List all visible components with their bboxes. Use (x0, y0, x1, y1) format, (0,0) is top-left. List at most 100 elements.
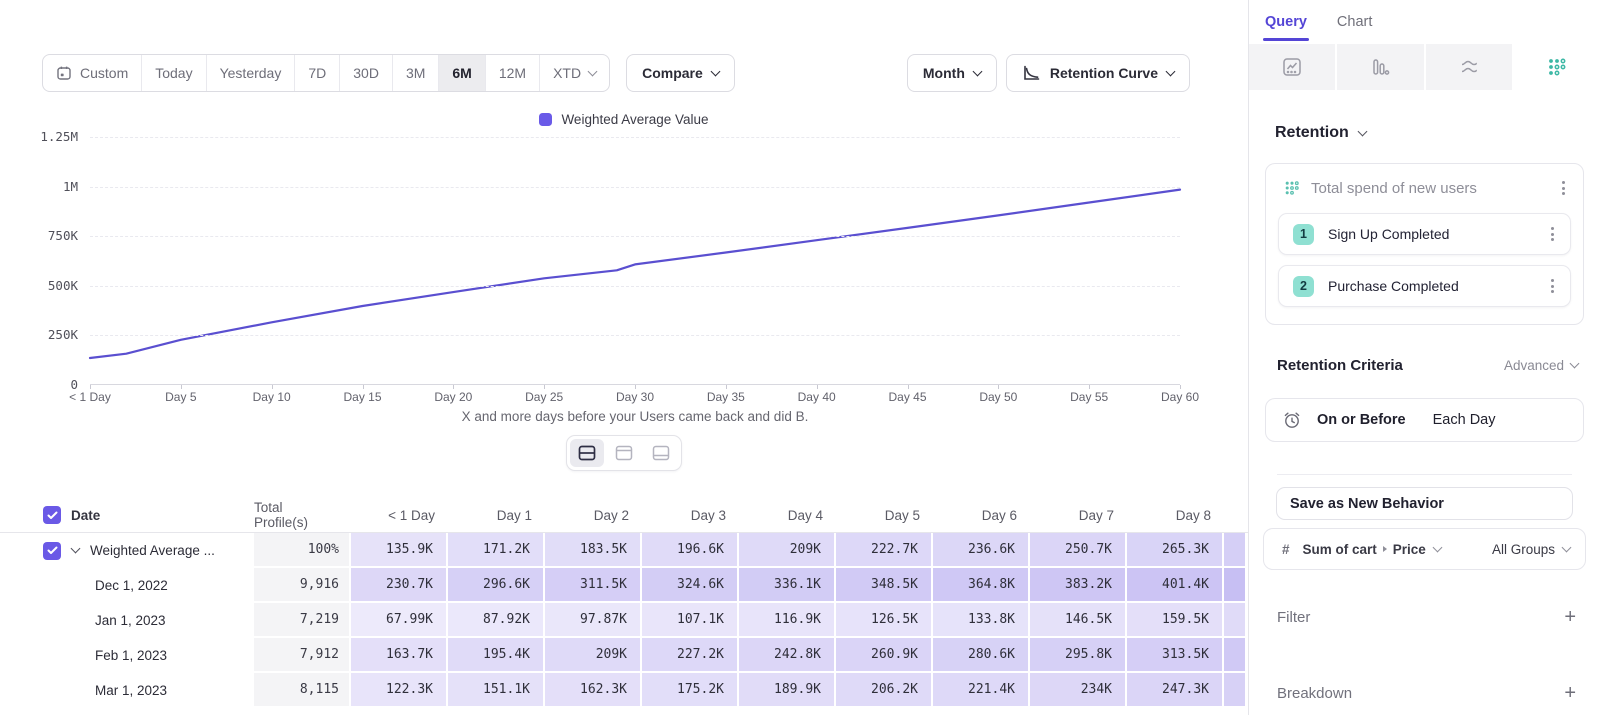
results-table: Date Total Profile(s) < 1 Day Day 1 Day 2 Day… (0, 498, 1248, 708)
retention-icon (1548, 58, 1566, 76)
retention-value-cell: 175.2K (642, 673, 739, 708)
range-yesterday[interactable]: Yesterday (207, 55, 296, 91)
behavior-header: Total spend of new users (1266, 164, 1583, 203)
breakdown-label: Breakdown (1277, 684, 1353, 702)
range-30d[interactable]: 30D (340, 55, 393, 91)
axis-tick (180, 385, 182, 389)
step-number-badge: 2 (1293, 275, 1314, 297)
expand-chevron-icon[interactable] (70, 543, 81, 554)
bottom-view-icon (652, 445, 670, 461)
column-header[interactable]: Total Profile(s) (254, 500, 309, 530)
tab-funnels[interactable] (1337, 44, 1426, 90)
insights-icon (1283, 58, 1301, 76)
column-header[interactable]: Day 8 (1175, 507, 1211, 523)
chevron-down-icon (710, 66, 721, 76)
retention-value-cell: 265.3K (1127, 533, 1224, 568)
retention-value-cell: 364.8K (933, 568, 1030, 603)
tab-retention[interactable] (1513, 44, 1600, 90)
column-header[interactable]: Day 3 (690, 507, 726, 523)
view-split-button[interactable] (570, 439, 604, 467)
all-groups-dropdown[interactable]: All Groups (1492, 542, 1572, 557)
select-all-checkbox[interactable] (43, 506, 61, 524)
column-header-label: Date (71, 507, 101, 523)
range-12m[interactable]: 12M (486, 55, 541, 91)
range-custom[interactable]: Custom (43, 55, 143, 91)
metric-event-dropdown[interactable]: Sum of cart (1302, 541, 1377, 557)
step-purchase-completed[interactable]: 2 Purchase Completed (1278, 265, 1571, 307)
criteria-frequency-dropdown[interactable]: Each Day (1432, 412, 1496, 428)
view-table-only-button[interactable] (644, 439, 678, 467)
column-header[interactable]: Day 1 (496, 507, 532, 523)
step-sign-up-completed[interactable]: 1 Sign Up Completed (1278, 213, 1571, 255)
retention-value-cell: 247.3K (1127, 673, 1224, 708)
column-header[interactable]: Day 2 (593, 507, 629, 523)
report-section-dropdown[interactable]: Retention (1275, 124, 1368, 142)
x-axis-label: Day 60 (1160, 390, 1200, 404)
kebab-menu-icon[interactable] (1547, 223, 1558, 245)
column-header[interactable]: Day 5 (884, 507, 920, 523)
range-today[interactable]: Today (142, 55, 207, 91)
table-header-row: Date Total Profile(s) < 1 Day Day 1 Day 2 Day… (0, 498, 1248, 533)
row-checkbox[interactable] (43, 541, 61, 560)
gridline (90, 335, 1180, 337)
tab-chart[interactable]: Chart (1336, 14, 1373, 30)
retention-value-cell-partial (1224, 603, 1248, 638)
retention-value-cell: 206.2K (836, 673, 933, 708)
retention-value-cell: 348.5K (836, 568, 933, 603)
x-axis-label: Day 10 (252, 390, 291, 404)
row-label: Mar 1, 2023 (95, 683, 168, 698)
retention-value-cell: 116.9K (739, 603, 836, 638)
retention-value-cell: 107.1K (642, 603, 739, 638)
filter-section: Filter + (1277, 606, 1576, 628)
report-type-tabs (1249, 44, 1600, 90)
column-header[interactable]: Day 6 (981, 507, 1017, 523)
row-label-cell: Jan 1, 2023 (0, 603, 254, 638)
range-3m[interactable]: 3M (393, 55, 440, 91)
retention-value-cell-partial (1224, 673, 1248, 708)
behavior-card: Total spend of new users 1 Sign Up Compl… (1265, 163, 1584, 325)
retention-value-cell: 162.3K (545, 673, 642, 708)
compare-button[interactable]: Compare (626, 54, 735, 92)
view-chart-only-button[interactable] (607, 439, 641, 467)
granularity-dropdown[interactable]: Month (906, 54, 997, 92)
funnels-icon (1373, 59, 1390, 75)
column-header[interactable]: Day 4 (787, 507, 823, 523)
kebab-menu-icon[interactable] (1558, 177, 1569, 199)
save-as-new-behavior-button[interactable]: Save as New Behavior (1276, 487, 1573, 520)
chart-plot (88, 137, 1182, 385)
chart-type-dropdown[interactable]: Retention Curve (1005, 54, 1190, 92)
retention-value-cell: 133.8K (933, 603, 1030, 638)
x-axis-caption: X and more days before your Users came b… (461, 409, 809, 424)
range-xtd[interactable]: XTD (540, 55, 609, 91)
x-axis-label: Day 40 (797, 390, 836, 404)
column-header[interactable]: Day 7 (1078, 507, 1114, 523)
tab-flows[interactable] (1425, 44, 1514, 90)
retention-value-cell: 401.4K (1127, 568, 1224, 603)
row-label-cell: Feb 1, 2023 (0, 638, 254, 673)
add-breakdown-button[interactable]: + (1564, 682, 1576, 704)
kebab-menu-icon[interactable] (1547, 275, 1558, 297)
retention-value-cell: 250.7K (1030, 533, 1127, 568)
metric-property-dropdown[interactable]: Price (1392, 541, 1426, 557)
tab-insights[interactable] (1249, 44, 1338, 90)
retention-value-cell: 163.7K (351, 638, 448, 673)
tab-query[interactable]: Query (1263, 2, 1309, 42)
criteria-timing-dropdown[interactable]: On or Before (1317, 412, 1406, 428)
retention-criteria-header: Retention Criteria Advanced (1277, 357, 1580, 374)
axis-tick (998, 385, 1000, 389)
retention-value-cell: 159.5K (1127, 603, 1224, 638)
column-header-date[interactable]: Date (0, 498, 254, 532)
range-7d[interactable]: 7D (295, 55, 341, 91)
numeric-property-icon: # (1282, 541, 1290, 557)
legend-label[interactable]: Weighted Average Value (561, 112, 709, 127)
retention-value-cell-partial (1224, 533, 1248, 568)
row-label: Dec 1, 2022 (95, 578, 168, 593)
range-6m[interactable]: 6M (439, 55, 486, 91)
advanced-dropdown[interactable]: Advanced (1504, 358, 1580, 373)
add-filter-button[interactable]: + (1564, 606, 1576, 628)
axis-tick (816, 385, 818, 389)
column-header[interactable]: < 1 Day (388, 507, 435, 523)
axis-tick (907, 385, 909, 389)
total-profiles-cell: 9,916 (254, 568, 351, 603)
behavior-title[interactable]: Total spend of new users (1311, 179, 1477, 197)
